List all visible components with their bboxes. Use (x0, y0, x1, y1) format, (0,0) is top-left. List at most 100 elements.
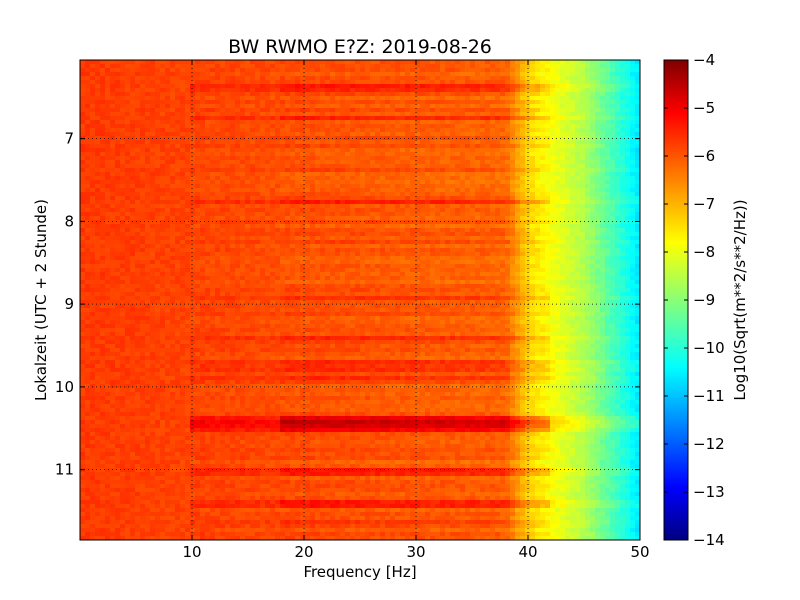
heatmap-cell (365, 228, 371, 233)
heatmap-cell (630, 156, 636, 161)
heatmap-cell (240, 96, 246, 101)
heatmap-cell (90, 164, 96, 169)
heatmap-cell (505, 108, 511, 113)
heatmap-cell (460, 100, 466, 105)
heatmap-cell (195, 88, 201, 93)
heatmap-cell (275, 68, 281, 73)
heatmap-cell (110, 120, 116, 125)
heatmap-cell (525, 160, 531, 165)
heatmap-cell (535, 112, 541, 117)
heatmap-cell (145, 92, 151, 97)
heatmap-cell (540, 136, 546, 141)
heatmap-cell (555, 124, 561, 129)
heatmap-cell (100, 88, 106, 93)
heatmap-cell (495, 156, 501, 161)
heatmap-cell (395, 132, 401, 137)
heatmap-cell (510, 112, 516, 117)
heatmap-cell (285, 156, 291, 161)
heatmap-cell (450, 108, 456, 113)
heatmap-cell (95, 92, 101, 97)
heatmap-cell (355, 100, 361, 105)
heatmap-cell (160, 136, 166, 141)
heatmap-cell (625, 204, 631, 209)
heatmap-cell (310, 160, 316, 165)
heatmap-cell (510, 136, 516, 141)
heatmap-cell (465, 208, 471, 213)
heatmap-cell (520, 60, 526, 65)
heatmap-cell (635, 64, 640, 69)
heatmap-cell (405, 96, 411, 101)
heatmap-cell (130, 60, 136, 65)
heatmap-cell (600, 96, 606, 101)
heatmap-cell (210, 116, 216, 121)
heatmap-cell (430, 72, 436, 77)
heatmap-cell (430, 168, 436, 173)
heatmap-cell (475, 184, 481, 189)
heatmap-cell (85, 140, 91, 145)
heatmap-cell (205, 132, 211, 137)
heatmap-cell (315, 128, 321, 133)
heatmap-cell (180, 176, 186, 181)
heatmap-cell (395, 220, 401, 225)
heatmap-cell (365, 80, 371, 85)
heatmap-cell (625, 68, 631, 73)
heatmap-cell (535, 128, 541, 133)
heatmap-cell (620, 180, 626, 185)
heatmap-cell (360, 160, 366, 165)
heatmap-cell (625, 212, 631, 217)
heatmap-cell (280, 120, 286, 125)
heatmap-cell (250, 84, 256, 89)
heatmap-cell (470, 100, 476, 105)
heatmap-cell (250, 164, 256, 169)
heatmap-cell (495, 100, 501, 105)
heatmap-cell (185, 84, 191, 89)
heatmap-cell (415, 136, 421, 141)
heatmap-cell (110, 164, 116, 169)
heatmap-cell (575, 208, 581, 213)
heatmap-cell (470, 180, 476, 185)
heatmap-cell (165, 172, 171, 177)
heatmap-cell (450, 144, 456, 149)
heatmap-cell (600, 64, 606, 69)
heatmap-cell (360, 96, 366, 101)
heatmap-cell (190, 92, 196, 97)
heatmap-cell (615, 196, 621, 201)
heatmap-cell (585, 200, 591, 205)
heatmap-cell (240, 128, 246, 133)
heatmap-cell (140, 184, 146, 189)
heatmap-cell (210, 168, 216, 173)
heatmap-cell (585, 120, 591, 125)
heatmap-cell (510, 68, 516, 73)
heatmap-cell (400, 96, 406, 101)
heatmap-cell (560, 168, 566, 173)
heatmap-cell (85, 236, 91, 241)
heatmap-cell (105, 204, 111, 209)
heatmap-cell (385, 196, 391, 201)
heatmap-cell (210, 196, 216, 201)
heatmap-cell (560, 136, 566, 141)
heatmap-cell (600, 148, 606, 153)
heatmap-cell (190, 88, 196, 93)
heatmap-cell (540, 68, 546, 73)
heatmap-cell (230, 156, 236, 161)
heatmap-cell (115, 76, 121, 81)
heatmap-cell (210, 164, 216, 169)
heatmap-cell (145, 128, 151, 133)
heatmap-cell (280, 136, 286, 141)
heatmap-cell (610, 228, 616, 233)
heatmap-cell (480, 168, 486, 173)
heatmap-cell (440, 188, 446, 193)
heatmap-cell (275, 208, 281, 213)
heatmap-cell (520, 112, 526, 117)
heatmap-cell (525, 124, 531, 129)
heatmap-cell (605, 232, 611, 237)
heatmap-cell (500, 196, 506, 201)
heatmap-cell (635, 212, 640, 217)
heatmap-cell (600, 196, 606, 201)
heatmap-cell (235, 208, 241, 213)
heatmap-cell (260, 60, 266, 65)
heatmap-cell (510, 172, 516, 177)
heatmap-cell (150, 76, 156, 81)
heatmap-cell (230, 68, 236, 73)
heatmap-cell (150, 132, 156, 137)
